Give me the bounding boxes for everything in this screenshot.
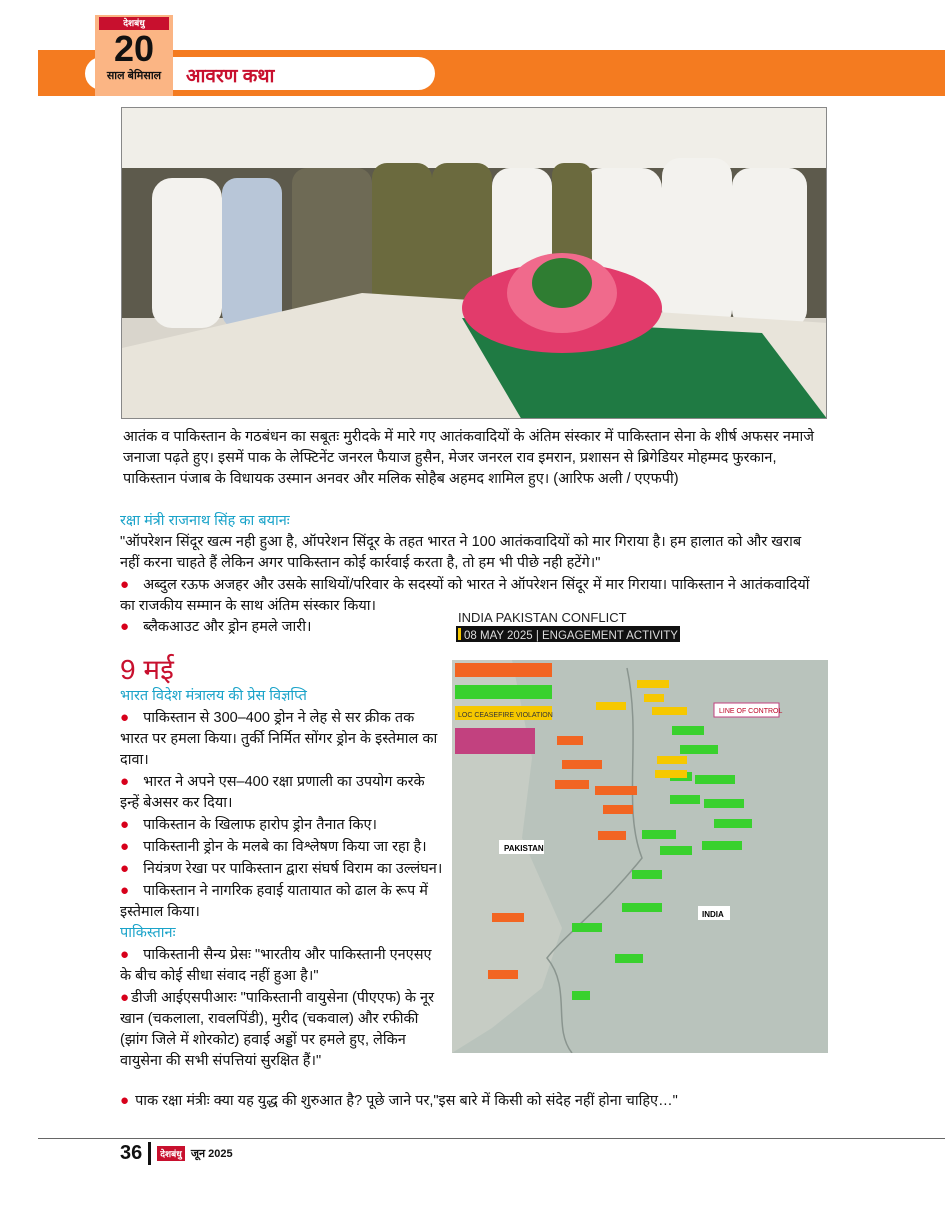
- list-item: ● पाक रक्षा मंत्रीः क्या यह युद्ध की शुरु…: [120, 1092, 678, 1109]
- list-item: ● पाकिस्तानी ड्रोन के मलबे का विश्लेषण कि…: [120, 838, 427, 855]
- legend-loc: LOC CEASEFIRE VIOLATION: [458, 712, 553, 719]
- pakistan-heading: पाकिस्तानः: [120, 925, 176, 941]
- photo-caption: आतंक व पाकिस्तान के गठबंधन का सबूतः मुरी…: [123, 429, 815, 487]
- issue-date: जून 2025: [190, 1148, 233, 1160]
- list-item: ● नियंत्रण रेखा पर पाकिस्तान द्वारा संघर्…: [120, 860, 443, 877]
- anniversary-badge: देशबंधु 20 साल बेमिसाल: [95, 15, 173, 96]
- list-item: ● पाकिस्तान से 300–400 ड्रोन ने लेह से सर…: [120, 709, 438, 768]
- footer-brand-logo: देशबंधु: [157, 1146, 185, 1161]
- statement-heading: रक्षा मंत्री राजनाथ सिंह का बयानः: [120, 513, 290, 529]
- footer-divider: [38, 1138, 945, 1139]
- list-item: ● पाकिस्तान के खिलाफ हारोप ड्रोन तैनात कि…: [120, 816, 378, 833]
- list-item: ● पाकिस्तानी सैन्य प्रेसः "भारतीय और पाकि…: [120, 946, 432, 984]
- page-number: 36: [120, 1142, 152, 1165]
- india-label: INDIA: [702, 910, 724, 919]
- funeral-photo: [121, 107, 827, 419]
- map-title: INDIA PAKISTAN CONFLICT: [458, 610, 627, 625]
- list-item: ● अब्दुल रऊफ अजहर और उसके साथियों/परिवार …: [120, 576, 810, 614]
- pakistan-label: PAKISTAN: [504, 844, 544, 853]
- loc-label: LINE OF CONTROL: [719, 708, 783, 715]
- conflict-map: INDIA PAKISTAN CONFLICT 08 MAY 2025 | EN…: [452, 608, 828, 1054]
- statement-quote: "ऑपरेशन सिंदूर खत्म नही हुआ है, ऑपरेशन स…: [120, 534, 802, 571]
- list-item: ● भारत ने अपने एस–400 रक्षा प्रणाली का उप…: [120, 773, 425, 811]
- date-heading: 9 मई: [120, 654, 174, 685]
- mea-heading: भारत विदेश मंत्रालय की प्रेस विज्ञप्ति: [120, 688, 307, 704]
- list-item: ● पाकिस्तान ने नागरिक हवाई यातायात को ढाल…: [120, 882, 428, 920]
- anniversary-number: 20: [113, 28, 155, 69]
- may9-column: भारत विदेश मंत्रालय की प्रेस विज्ञप्ति ●…: [120, 686, 445, 1072]
- anniversary-text: साल बेमिसाल: [106, 70, 162, 82]
- footer: 36 देशबंधु जून 2025: [120, 1142, 233, 1165]
- list-item: ● ब्लैकआउट और ड्रोन हमले जारी।: [120, 618, 312, 635]
- map-subtitle: 08 MAY 2025 | ENGAGEMENT ACTIVITY: [464, 630, 678, 642]
- brand-logo: देशबंधु: [99, 17, 169, 30]
- list-item: ● डीजी आईएसपीआरः "पाकिस्तानी वायुसेना (पी…: [120, 989, 434, 1069]
- section-title: आवरण कथा: [186, 66, 275, 87]
